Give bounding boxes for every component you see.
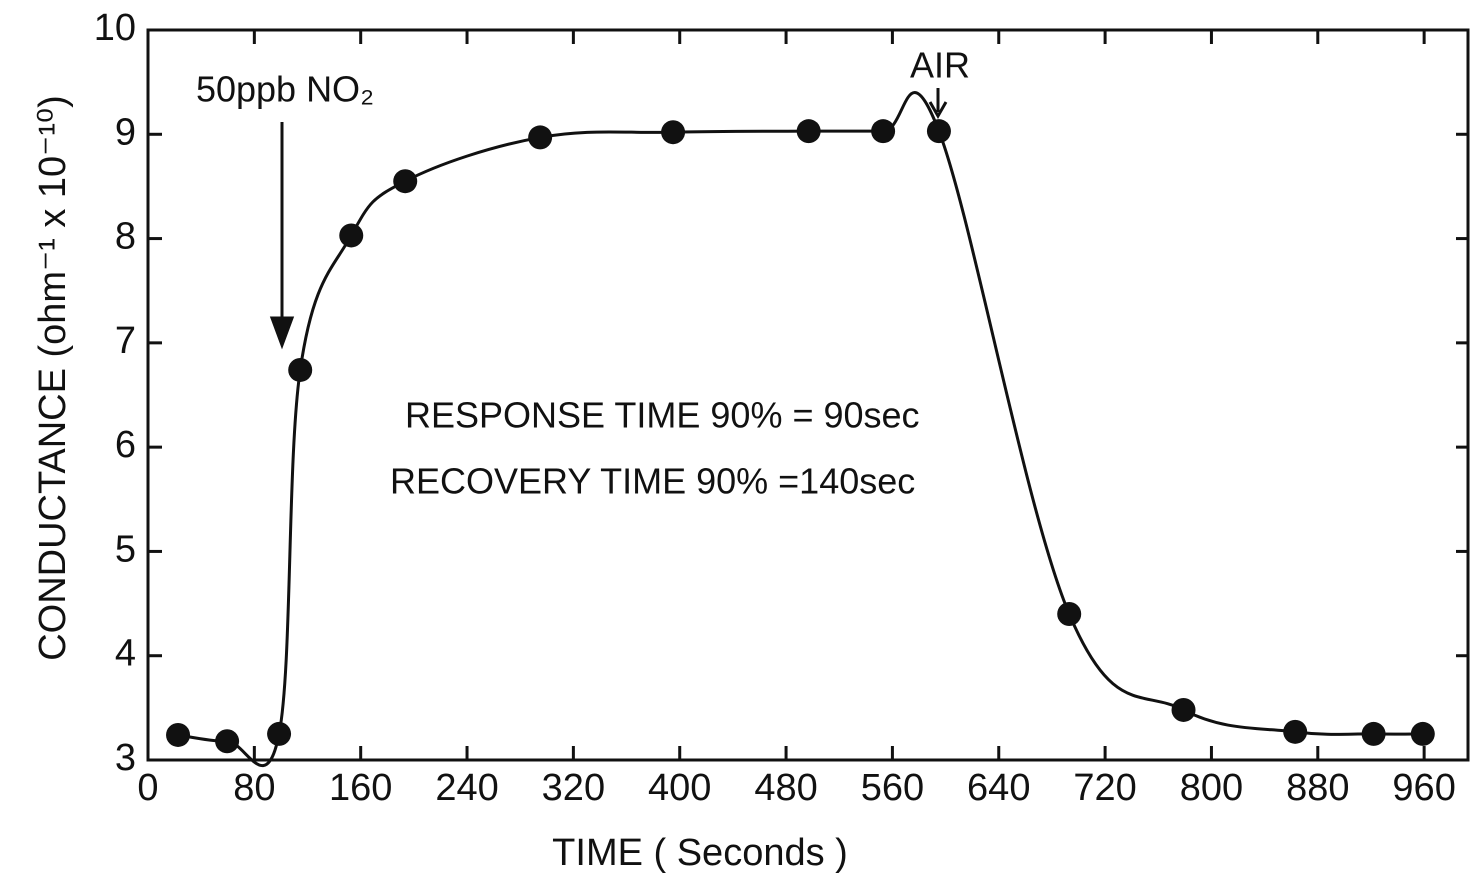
x-tick-label: 480 <box>754 767 817 809</box>
annotation: 50ppb NO₂ <box>196 69 374 110</box>
x-tick-label: 960 <box>1392 767 1455 809</box>
arrows <box>269 88 948 350</box>
data-point <box>1361 721 1386 746</box>
data-point <box>1057 602 1082 626</box>
y-tick-label: 10 <box>94 7 136 49</box>
arrow-head <box>928 101 948 120</box>
x-tick-label: 880 <box>1286 767 1349 809</box>
plot-frame <box>146 28 1470 762</box>
x-tick-label: 400 <box>648 767 711 809</box>
x-tick-label: 320 <box>542 767 605 809</box>
x-tick-label: 0 <box>137 767 158 809</box>
annotation: RESPONSE TIME 90% = 90sec <box>405 395 920 436</box>
y-tick-label: 7 <box>115 320 136 362</box>
y-tick-label: 6 <box>115 424 136 466</box>
y-tick-label: 3 <box>115 737 136 779</box>
x-tick-label: 80 <box>233 767 275 809</box>
data-point <box>339 223 364 248</box>
x-tick-label: 240 <box>435 767 498 809</box>
data-point <box>661 120 686 145</box>
data-point <box>1171 697 1196 722</box>
data-point <box>166 722 191 747</box>
x-tick-label: 720 <box>1073 767 1136 809</box>
data-point <box>215 729 240 754</box>
y-tick-label: 5 <box>115 528 136 570</box>
data-point <box>926 119 951 144</box>
annotation: RECOVERY TIME 90% =140sec <box>390 461 915 502</box>
data-point <box>1283 719 1308 744</box>
data-point <box>267 721 292 746</box>
y-axis-label: CONDUCTANCE (ohm⁻¹ x 10⁻¹⁰) <box>32 95 74 661</box>
y-tick-label: 8 <box>115 216 136 258</box>
data-point <box>288 357 313 382</box>
y-tick-label: 4 <box>115 633 136 675</box>
series-line <box>177 91 1423 767</box>
data-point <box>871 119 896 144</box>
x-tick-label: 640 <box>967 767 1030 809</box>
data-point <box>796 119 821 144</box>
data-point <box>1410 721 1435 746</box>
x-axis-label: TIME ( Seconds ) <box>552 832 848 874</box>
x-tick-label: 160 <box>329 767 392 809</box>
data-point <box>393 169 418 194</box>
y-tick-label: 9 <box>115 111 136 153</box>
data-point <box>528 125 553 150</box>
arrow-head <box>269 316 295 350</box>
x-tick-label: 800 <box>1180 767 1243 809</box>
annotation: AIR <box>910 45 970 86</box>
x-tick-label: 560 <box>861 767 924 809</box>
